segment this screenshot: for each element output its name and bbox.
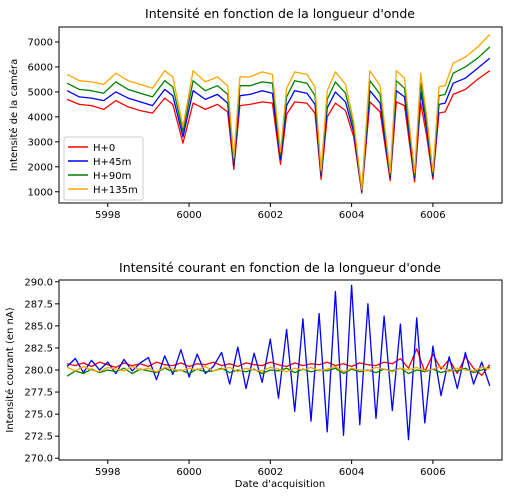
legend: H+0 H+45m H+90m H+135m [63, 136, 144, 201]
chart-intensity-current: Intensité courant en fonction de la long… [4, 260, 503, 490]
axis-ticks: 5998 6000 6002 6004 6006 270.0 272.5 275.0 277.5… [24, 277, 445, 478]
plot-area [66, 284, 491, 441]
y-tick-label: 5000 [28, 87, 53, 98]
y-tick-label: 1000 [28, 187, 53, 198]
chart-intensity-camera: Intensité en fonction de la longueur d'o… [8, 6, 503, 221]
x-tick-label: 6004 [339, 467, 364, 478]
plot-frame [58, 26, 503, 204]
y-tick-label: 270.0 [24, 454, 53, 465]
legend-label-h0: H+0 [93, 143, 115, 154]
y-tick-label: 3000 [28, 137, 53, 148]
series-line-h90m [66, 46, 491, 192]
x-tick-label: 5998 [95, 210, 120, 221]
chart-title: Intensité en fonction de la longueur d'o… [145, 6, 415, 21]
y-tick-label: 290.0 [24, 277, 53, 288]
series-line-h90m [66, 366, 490, 377]
legend-label-h90: H+90m [93, 171, 131, 182]
y-tick-label: 272.5 [24, 432, 53, 443]
x-tick-label: 6002 [258, 467, 283, 478]
x-tick-label: 6006 [420, 467, 445, 478]
y-tick-label: 4000 [28, 112, 53, 123]
y-axis-label: Intensité courant (en nA) [4, 307, 16, 432]
x-axis-label: Date d'acquisition [235, 479, 325, 490]
x-tick-label: 6002 [258, 210, 283, 221]
y-tick-label: 275.0 [24, 410, 53, 421]
y-tick-label: 7000 [28, 37, 53, 48]
series-line-h45m [66, 284, 491, 441]
series-line-h135m [66, 365, 490, 373]
legend-label-h135: H+135m [93, 185, 138, 196]
y-tick-label: 277.5 [24, 388, 53, 399]
x-tick-label: 6000 [176, 467, 201, 478]
y-tick-label: 282.5 [24, 343, 53, 354]
series-line-h0 [66, 70, 491, 194]
x-tick-label: 6006 [420, 210, 445, 221]
series-line-h135m [66, 34, 491, 190]
y-axis-label: Intensité de la caméra [8, 59, 20, 171]
y-tick-label: 6000 [28, 62, 53, 73]
y-tick-label: 287.5 [24, 299, 53, 310]
axis-ticks: 5998 6000 6002 6004 6006 1000 2000 3000 4000 5000… [28, 37, 446, 221]
plot-area [66, 34, 491, 194]
x-tick-label: 6004 [339, 210, 364, 221]
series-line-h45m [66, 57, 491, 193]
legend-box [63, 136, 144, 201]
y-tick-label: 280.0 [24, 366, 53, 377]
chart-title: Intensité courant en fonction de la long… [119, 260, 441, 275]
y-tick-label: 285.0 [24, 321, 53, 332]
x-tick-label: 6000 [176, 210, 201, 221]
x-tick-label: 5998 [95, 467, 120, 478]
legend-label-h45: H+45m [93, 157, 131, 168]
y-tick-label: 2000 [28, 162, 53, 173]
